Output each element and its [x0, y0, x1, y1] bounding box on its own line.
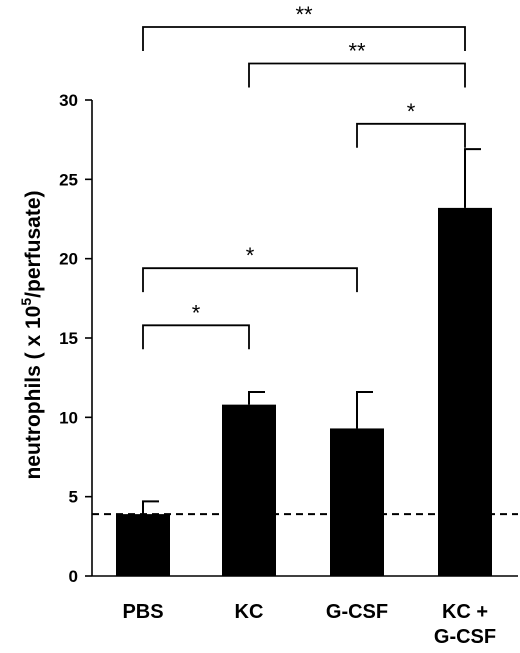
y-tick-labels: 0 5 10 15 20 25 30 — [59, 91, 78, 586]
y-tick-label: 25 — [59, 170, 78, 189]
x-category-label: PBS — [122, 601, 163, 623]
significance-label: ** — [348, 39, 366, 64]
x-category-labels: PBS KC G-CSF KC + G-CSF — [122, 601, 496, 648]
bar — [222, 404, 276, 576]
x-category-label-line: PBS — [122, 601, 163, 623]
y-axis-label-superscript: 5 — [18, 298, 34, 306]
x-category-label-line: KC + — [442, 601, 488, 623]
significance-group: ******* — [142, 2, 466, 350]
significance-label: * — [192, 300, 201, 325]
y-tick-label: 15 — [59, 329, 78, 348]
y-tick-label: 5 — [69, 488, 78, 507]
bar — [116, 514, 170, 576]
significance-label: * — [407, 99, 416, 124]
x-category-label-line: G-CSF — [434, 626, 496, 648]
y-tick-label: 20 — [59, 250, 78, 269]
significance-bracket — [142, 267, 358, 293]
y-tick-label: 0 — [69, 567, 78, 586]
y-axis-label: neutrophils ( x 105/perfusate) — [18, 190, 45, 479]
y-axis-label-main: neutrophils ( x 10 — [22, 306, 45, 480]
bar — [438, 207, 492, 577]
y-tick-label: 10 — [59, 408, 78, 427]
x-category-label: KC + G-CSF — [434, 601, 496, 648]
significance-bracket — [248, 62, 466, 88]
x-category-label: G-CSF — [326, 601, 388, 623]
significance-bracket — [356, 122, 466, 148]
y-tick-label: 30 — [59, 91, 78, 110]
x-category-label-line: KC — [235, 601, 264, 623]
bar — [330, 428, 384, 576]
significance-label: ** — [295, 2, 313, 27]
significance-bracket — [142, 26, 466, 52]
x-category-label: KC — [235, 601, 264, 623]
error-bars-group — [142, 148, 481, 515]
x-category-label-line: G-CSF — [326, 601, 388, 623]
significance-label: * — [246, 243, 255, 268]
y-axis-label-suffix: /perfusate) — [22, 190, 45, 297]
bars-group — [116, 207, 492, 577]
significance-bracket — [142, 324, 250, 350]
